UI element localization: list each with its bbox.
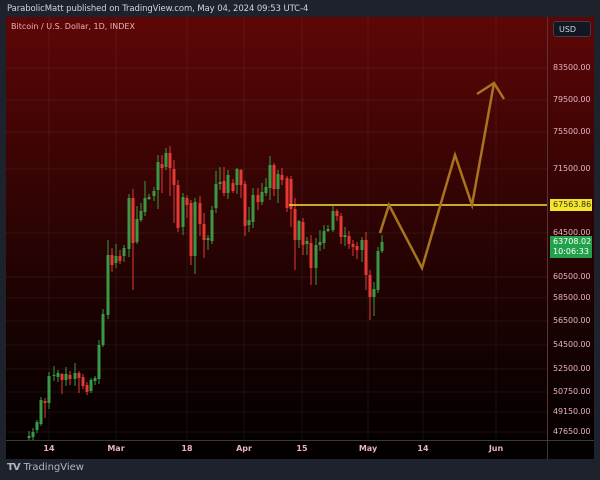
- last-price-tag: 63708.02 10:06:33: [550, 236, 592, 258]
- time-tick-label: Apr: [236, 444, 252, 453]
- time-tick-label: 14: [417, 444, 429, 453]
- price-axis[interactable]: [547, 17, 594, 440]
- chart-pane[interactable]: [6, 17, 547, 440]
- time-tick-label: 18: [181, 444, 193, 453]
- time-tick-label: Mar: [107, 444, 125, 453]
- projection-path: [378, 82, 496, 272]
- price-tick-label: 83500.00: [553, 63, 591, 72]
- projection-arrowhead-icon: [476, 81, 506, 100]
- time-tick-label: May: [358, 444, 378, 453]
- price-tick-label: 47650.00: [553, 427, 591, 436]
- symbol-title: Bitcoin / U.S. Dollar, 1D, INDEX: [11, 22, 135, 31]
- price-tick-label: 54500.00: [553, 340, 591, 349]
- axis-corner: [547, 440, 594, 459]
- price-tick-label: 79500.00: [553, 95, 591, 104]
- bar-countdown: 10:06:33: [553, 247, 589, 256]
- last-price-value: 63708.02: [553, 237, 592, 246]
- tradingview-logo[interactable]: TV TradingView: [7, 462, 84, 473]
- time-axis[interactable]: [6, 440, 547, 459]
- time-tick-label: 14: [43, 444, 55, 453]
- tradingview-logo-text: TradingView: [23, 462, 84, 473]
- time-tick-label: 15: [296, 444, 308, 453]
- price-tick-label: 49150.00: [553, 407, 591, 416]
- price-tick-label: 71500.00: [553, 164, 591, 173]
- price-tick-label: 75500.00: [553, 127, 591, 136]
- price-tick-label: 50750.00: [553, 387, 591, 396]
- publisher-line: ParabolicMatt published on TradingView.c…: [7, 4, 309, 14]
- price-tick-label: 64500.00: [553, 228, 591, 237]
- price-tick-label: 52500.00: [553, 364, 591, 373]
- tradingview-logo-icon: TV: [7, 462, 21, 473]
- time-tick-label: Jun: [488, 444, 504, 453]
- price-tick-label: 56500.00: [553, 316, 591, 325]
- price-tick-label: 58500.00: [553, 293, 591, 302]
- candlestick-series: [27, 146, 384, 440]
- price-tick-label: 60500.00: [553, 272, 591, 281]
- level-price-tag: 67563.86: [550, 199, 592, 211]
- currency-button[interactable]: USD: [553, 21, 591, 37]
- chart-grid: [6, 17, 547, 440]
